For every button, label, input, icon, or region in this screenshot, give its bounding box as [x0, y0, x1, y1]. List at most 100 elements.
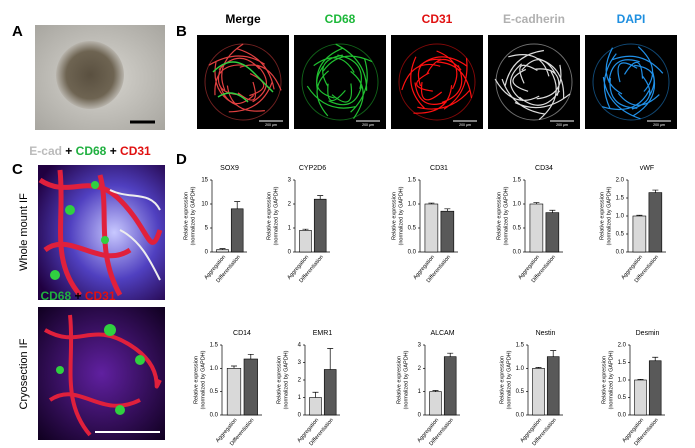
error-bar — [652, 189, 659, 193]
error-bar — [550, 350, 557, 357]
y-axis-label: Relative expression — [276, 356, 282, 404]
y-axis-label: (normalized by GAPDH) — [283, 350, 289, 409]
y-tick-label: 0 — [418, 413, 422, 419]
y-tick-label: 0.0 — [616, 250, 625, 256]
error-bar — [312, 391, 319, 398]
error-bar — [535, 367, 542, 369]
y-tick-label: 0 — [288, 250, 292, 256]
chart-title: ALCAM — [430, 330, 454, 337]
bar — [216, 249, 229, 253]
bar — [440, 210, 455, 253]
y-axis-label: (normalized by GAPDH) — [273, 186, 279, 245]
scale-bar-label: 200 µm — [459, 123, 471, 127]
y-tick-label: 5 — [205, 226, 209, 232]
panel-label: C — [12, 161, 23, 178]
cd31-stain — [38, 169, 163, 297]
error-bar — [428, 202, 435, 204]
y-tick-label: 1.0 — [616, 214, 625, 220]
y-tick-label: 0.0 — [408, 250, 417, 256]
y-tick-label: 1.5 — [516, 343, 525, 349]
y-tick-label: 1.0 — [210, 366, 219, 372]
bar — [323, 369, 337, 416]
y-tick-label: 1.0 — [408, 202, 417, 208]
y-tick-label: 1.0 — [516, 366, 525, 372]
row-label: Whole mount IF — [18, 193, 30, 271]
bar — [243, 358, 258, 416]
stain-pattern — [601, 46, 664, 120]
chart-title: SOX9 — [220, 165, 239, 172]
y-axis-label: (normalized by GAPDH) — [503, 186, 509, 245]
spheroid-outline — [592, 43, 670, 121]
y-tick-label: 4 — [298, 343, 302, 349]
y-axis-label: (normalized by GAPDH) — [398, 186, 404, 245]
chart-title: Nestin — [536, 330, 556, 337]
stain-legend: CD68 + CD31 — [40, 289, 115, 303]
bar — [313, 198, 327, 253]
bar — [632, 215, 647, 253]
stain-pattern — [212, 61, 274, 103]
stain-label: CD68 — [40, 289, 71, 303]
y-tick-label: 15 — [201, 178, 208, 184]
chart-title: CD14 — [233, 330, 251, 337]
bar — [424, 203, 439, 253]
error-bar — [231, 365, 237, 369]
error-bar — [302, 228, 309, 231]
error-bar — [219, 248, 226, 250]
stain-pattern — [306, 43, 373, 119]
image-title: CD31 — [422, 12, 453, 26]
panel-label: B — [176, 23, 187, 40]
cd68-stain — [50, 181, 109, 280]
chart-title: CYP2D6 — [299, 165, 326, 172]
y-tick-label: 0.5 — [516, 389, 525, 395]
stain-label: CD31 — [120, 144, 151, 158]
if-images: Merge 200 µm CD68 200 µm CD31 200 µm E-cadheri… — [197, 12, 677, 129]
scale-bar-label: 200 µm — [265, 123, 277, 127]
stain-pattern — [401, 50, 473, 114]
y-axis-label: (normalized by GAPDH) — [606, 186, 612, 245]
error-bar — [317, 195, 324, 200]
y-tick-label: 1.0 — [618, 378, 627, 384]
y-tick-label: 2.0 — [616, 178, 625, 184]
if-image — [488, 35, 580, 129]
stain-label: + — [74, 289, 81, 303]
bar — [443, 356, 457, 416]
y-tick-label: 0 — [205, 250, 209, 256]
scale-bar-label: 200 µm — [556, 123, 568, 127]
chart-title: Desmin — [636, 330, 660, 337]
y-tick-label: 2.0 — [618, 343, 627, 349]
stain-label: + — [110, 144, 117, 158]
y-tick-label: 1.5 — [408, 178, 417, 184]
bar — [429, 391, 442, 416]
y-tick-label: 0.0 — [618, 413, 627, 419]
cd68-stain — [56, 324, 145, 415]
bar — [648, 192, 663, 253]
chart-title: vWF — [640, 165, 654, 172]
y-tick-label: 0.5 — [618, 395, 627, 401]
stain-legend: E-cad + CD68 + CD31 — [29, 144, 151, 158]
y-axis-label: Relative expression — [391, 192, 397, 240]
bar — [648, 360, 662, 416]
if-image — [197, 35, 289, 129]
y-axis-label: (normalized by GAPDH) — [403, 350, 409, 409]
y-tick-label: 10 — [201, 202, 208, 208]
y-tick-label: 0.0 — [210, 413, 219, 419]
y-axis-label: Relative expression — [601, 356, 607, 404]
y-tick-label: 0 — [298, 413, 302, 419]
y-tick-label: 0.0 — [516, 413, 525, 419]
bar — [546, 356, 560, 416]
image-title: CD68 — [325, 12, 356, 26]
image-title: Merge — [225, 12, 261, 26]
y-axis-label: Relative expression — [193, 356, 199, 404]
panel-label: D — [176, 151, 187, 168]
cd31-stain — [44, 314, 162, 437]
error-bar — [447, 352, 454, 357]
error-bar — [327, 348, 334, 370]
row-label: Cryosection IF — [18, 338, 30, 409]
cryosection-image — [38, 307, 165, 440]
y-tick-label: 1 — [298, 395, 302, 401]
bar — [299, 230, 312, 253]
chart-title: CD31 — [430, 165, 448, 172]
bar — [226, 368, 242, 416]
bar — [634, 379, 647, 416]
